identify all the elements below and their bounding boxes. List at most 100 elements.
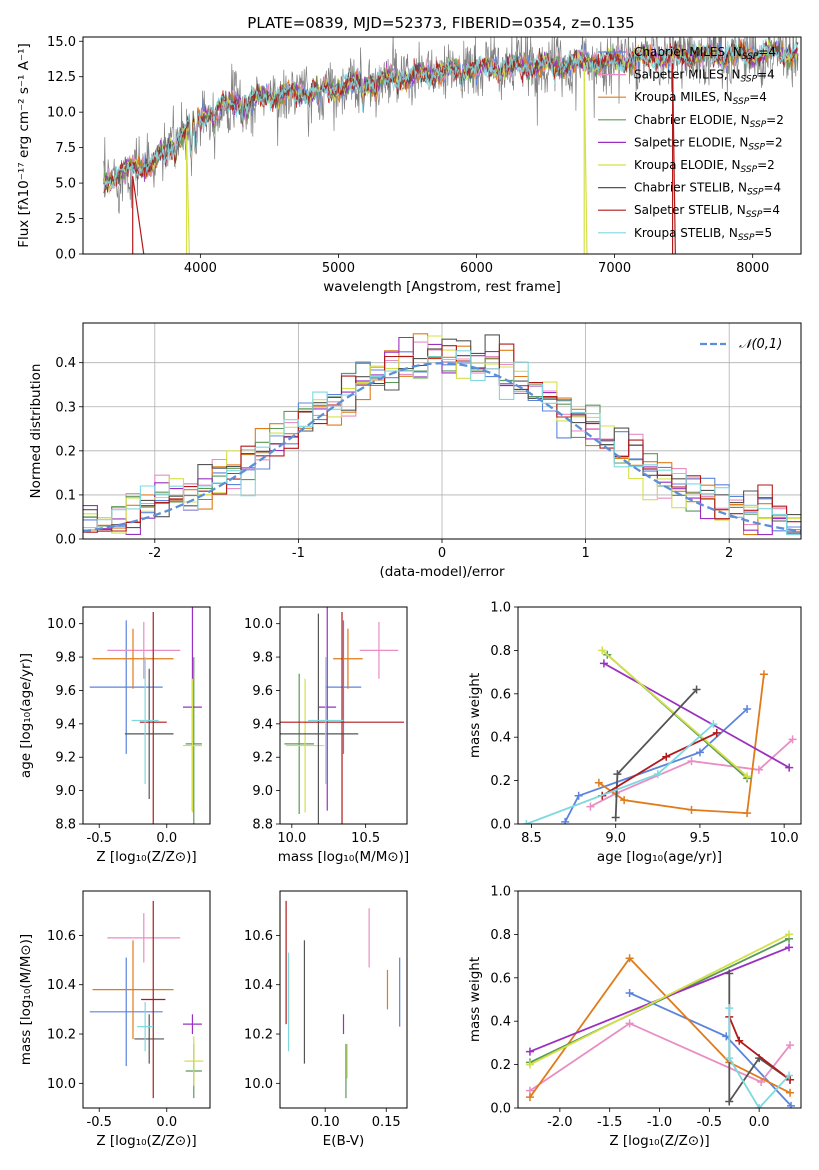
tick-label-y: 0.0 xyxy=(55,248,76,263)
tick-label-x: 10.0 xyxy=(770,831,799,846)
tick-label-x: 0.0 xyxy=(156,1115,177,1130)
tick-label-x: 0.0 xyxy=(156,831,177,846)
y-axis-label: Normed distribution xyxy=(28,364,44,499)
x-axis-label: (data-model)/error xyxy=(379,564,505,580)
tick-label-x: 9.5 xyxy=(690,831,711,846)
tick-label-y: 10.2 xyxy=(244,1028,273,1043)
mass-weight-marker xyxy=(743,704,752,713)
mass-weight-marker xyxy=(786,1088,795,1097)
mass-weight-marker xyxy=(625,988,634,997)
mass-weight-marker xyxy=(561,817,570,824)
errorbar-point xyxy=(280,612,405,824)
mass-weight-marker xyxy=(653,770,662,779)
axes-age_vs_mass: 10.0 10.5 8.8 9.0 9.2 9.4 9.6 9.8 10.0 mass [log₁… xyxy=(244,617,409,865)
errorbar-point xyxy=(184,1036,204,1086)
y-axis-label: age [log₁₀(age/yr)] xyxy=(18,653,34,778)
y-axis-label: Flux [fλ10⁻¹⁷ erg cm⁻² s⁻¹ A⁻¹] xyxy=(16,43,32,248)
tick-label-y: 0.6 xyxy=(490,971,511,986)
tick-label-y: 12.5 xyxy=(47,70,76,85)
mass-weight-marker xyxy=(755,1104,764,1108)
tick-label-y: 0.3 xyxy=(55,400,76,415)
axes-frame xyxy=(517,890,802,1109)
tick-label-y: 10.6 xyxy=(47,929,76,944)
tick-label-y: 0.0 xyxy=(490,818,511,833)
tick-label-x: 0.15 xyxy=(372,1115,401,1130)
spectrum-model-line xyxy=(103,40,799,194)
mass-weight-marker xyxy=(611,813,620,822)
errorbar-point xyxy=(284,673,314,814)
tick-label-x: 8000 xyxy=(736,261,769,276)
errorbar-point xyxy=(92,628,174,689)
errorbar-point xyxy=(131,657,159,784)
tick-label-y: 9.8 xyxy=(55,651,76,666)
errorbar-point xyxy=(137,1001,154,1052)
mass-weight-line xyxy=(728,1008,790,1108)
mass-weight-marker xyxy=(759,670,768,679)
errorbar-point xyxy=(325,620,362,754)
legend-entry: Kroupa ELODIE, NSSP=2 xyxy=(634,158,775,175)
errorbar-point xyxy=(89,957,163,1067)
mass-weight-marker xyxy=(625,1019,634,1028)
x-axis-label: Z [log₁₀(Z/Z⊙)] xyxy=(96,1133,196,1149)
legend-entry: Kroupa MILES, NSSP=4 xyxy=(634,90,767,107)
mass-weight-marker xyxy=(687,805,696,814)
tick-label-y: 9.2 xyxy=(55,751,76,766)
y-axis-label: mass [log₁₀(M/M⊙)] xyxy=(18,934,34,1065)
axes-massweight_vs_Z: -2.0 -1.5 -1.0 -0.5 0.0 0.0 0.2 0.4 0.6 0.8 1.0 Z [… xyxy=(467,885,769,1150)
mass-weight-marker xyxy=(613,770,622,779)
tick-label-y: 0.6 xyxy=(490,687,511,702)
plot-area-mass_vs_Z xyxy=(89,900,204,1099)
mass-weight-line xyxy=(529,956,791,1098)
mass-weight-line xyxy=(603,662,790,769)
tick-label-y: 1.0 xyxy=(490,885,511,900)
tick-label-y: 9.6 xyxy=(55,684,76,699)
errorbar-point xyxy=(107,913,181,963)
tick-label-y: 9.0 xyxy=(55,784,76,799)
errorbar-point xyxy=(185,657,202,824)
tick-label-y: 0.4 xyxy=(55,356,76,371)
histogram-step xyxy=(83,343,801,533)
tick-label-x: -0.5 xyxy=(87,1115,112,1130)
mass-weight-marker xyxy=(743,809,752,818)
legend-entry: Salpeter STELIB, NSSP=4 xyxy=(634,203,780,220)
plot-area-spectrum xyxy=(103,37,799,254)
tick-label-y: 10.0 xyxy=(244,1077,273,1092)
tick-label-x: -1.5 xyxy=(597,1115,622,1130)
model-edge-line xyxy=(132,176,145,254)
axes-frame xyxy=(82,606,211,825)
x-axis-label: Z [log₁₀(Z/Z⊙)] xyxy=(96,849,196,865)
x-axis-label: Z [log₁₀(Z/Z⊙)] xyxy=(609,1133,709,1149)
tick-label-y: 8.8 xyxy=(55,818,76,833)
mass-weight-marker xyxy=(522,820,531,824)
plot-area-age_vs_Z xyxy=(89,607,202,824)
mass-weight-marker xyxy=(787,1101,796,1108)
legend-entry: Chabrier STELIB, NSSP=4 xyxy=(634,181,781,198)
axes-mass_vs_ebv: 0.10 0.15 10.0 10.2 10.4 10.6 E(B-V) xyxy=(244,929,401,1149)
tick-label-y: 9.4 xyxy=(252,717,273,732)
tick-label-x: 0.0 xyxy=(749,1115,770,1130)
tick-label-y: 0.4 xyxy=(490,1015,511,1030)
histogram-step xyxy=(83,350,801,536)
errorbar-point xyxy=(182,1014,202,1035)
mass-weight-marker xyxy=(725,1004,734,1013)
mass-weight-marker xyxy=(599,659,608,668)
mass-weight-marker xyxy=(785,763,794,772)
mass-weight-marker xyxy=(788,735,797,744)
plot-area-residuals xyxy=(83,333,801,536)
legend-entry: Chabrier MILES, NSSP=4 xyxy=(634,45,776,62)
tick-label-x: 10.5 xyxy=(351,831,380,846)
mass-weight-line xyxy=(529,937,790,1064)
legend-entry: Salpeter MILES, NSSP=4 xyxy=(634,68,775,85)
tick-label-x: -1 xyxy=(292,546,305,561)
errorbar-point xyxy=(134,1014,165,1064)
normal-curve xyxy=(83,362,801,533)
mass-weight-marker xyxy=(785,1071,794,1080)
tick-label-y: 0.2 xyxy=(55,444,76,459)
mass-weight-marker xyxy=(525,1060,534,1069)
tick-label-y: 9.6 xyxy=(252,684,273,699)
plot-area-mass_vs_ebv xyxy=(285,900,401,1099)
tick-label-y: 5.0 xyxy=(55,177,76,192)
tick-label-x: 10.0 xyxy=(277,831,306,846)
tick-label-y: 9.2 xyxy=(252,751,273,766)
errorbar-point xyxy=(318,607,337,811)
